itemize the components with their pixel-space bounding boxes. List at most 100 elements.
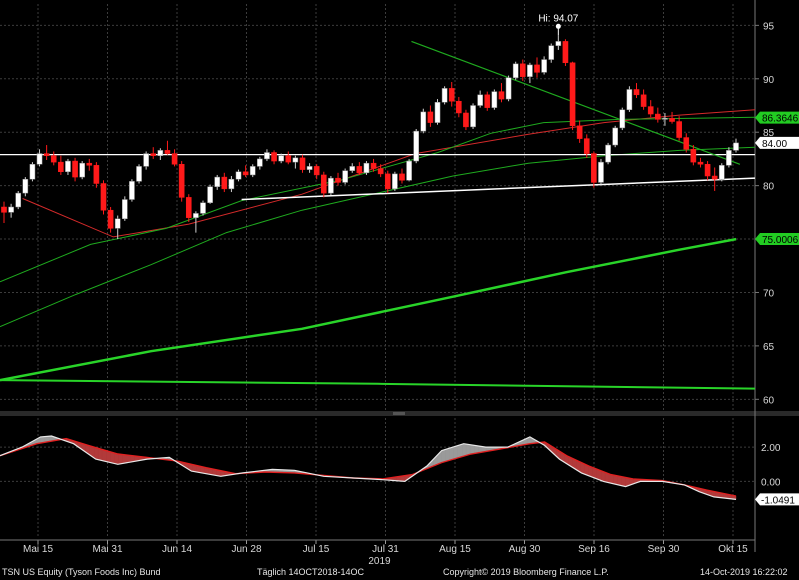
price-tick-label: 90 (763, 75, 775, 86)
price-tick-label: 80 (763, 182, 775, 193)
candle-down (399, 173, 405, 181)
candle-down (448, 88, 455, 102)
macd-panel (0, 435, 737, 500)
candle-up (129, 181, 135, 200)
candle-down (647, 106, 654, 115)
macd-histogram-fill (118, 453, 123, 465)
candle-up (470, 105, 476, 128)
candle-down (669, 118, 675, 122)
candle-down (456, 100, 462, 114)
price-value-tag-label: 86.3646 (762, 114, 799, 125)
candle-up (619, 109, 626, 129)
price-value-tag-label: 75.0006 (762, 235, 799, 246)
candle-up (264, 152, 270, 160)
candle-up (214, 176, 221, 187)
price-value-tag (755, 111, 799, 124)
candle-down (562, 41, 569, 64)
candle-down (171, 153, 178, 165)
candle-down (299, 157, 306, 170)
date-tick-label: Okt 15 (718, 544, 748, 555)
candle-up (114, 218, 121, 229)
date-tick-label: Sep 16 (578, 544, 610, 555)
candle-up (22, 178, 29, 194)
candle-up (79, 162, 85, 178)
candle-up (541, 59, 547, 73)
candle-up (257, 158, 263, 167)
candle-up (8, 206, 14, 213)
candle-up (477, 94, 483, 106)
candle-down (1, 206, 7, 213)
candle-down (58, 161, 64, 172)
candle-down (640, 94, 647, 107)
macd-histogram-fill (445, 447, 450, 462)
hi-marker-dot (555, 23, 561, 29)
date-tick-label: Aug 15 (439, 544, 471, 555)
candle-down (107, 209, 114, 229)
candle-down (498, 91, 505, 100)
candle-up (122, 199, 128, 220)
candle-up (15, 192, 22, 208)
macd-histogram-fill (441, 449, 446, 463)
candle-down (72, 160, 78, 178)
candle-down (683, 137, 690, 150)
price-panel (0, 23, 756, 390)
candle-up (505, 77, 512, 100)
candle-down (185, 197, 192, 218)
footer-timestamp: 14-Oct-2019 16:22:02 (700, 567, 788, 577)
macd-signal-line (0, 437, 737, 497)
candle-down (356, 166, 363, 174)
candle-down (335, 177, 341, 183)
macd-histogram-fill (122, 454, 127, 464)
macd-histogram-fill (102, 449, 107, 462)
candle-up (228, 178, 235, 190)
candle-up (36, 153, 43, 165)
date-tick-label: Jul 31 (372, 544, 399, 555)
candle-down (86, 162, 93, 166)
candle-up (349, 166, 356, 171)
candle-up (662, 118, 668, 120)
candle-down (242, 171, 249, 176)
candle-down (43, 153, 50, 156)
candle-up (441, 88, 448, 103)
price-tick-label: 95 (763, 21, 775, 32)
candle-down (320, 174, 327, 194)
candle-up (136, 166, 142, 182)
candle-down (463, 112, 469, 128)
candle-up (235, 171, 242, 180)
candle-down (704, 164, 711, 177)
price-tick-label: 65 (763, 342, 775, 353)
candle-up (278, 155, 284, 162)
date-tick-label: Jul 15 (303, 544, 330, 555)
candle-up (548, 45, 555, 60)
candle-up (29, 164, 36, 180)
hi-label: Hi: 94.07 (538, 13, 578, 24)
candle-up (605, 144, 611, 163)
candle-down (569, 62, 576, 127)
candle-up (363, 162, 370, 174)
candle-down (150, 153, 157, 156)
candle-up (512, 63, 519, 78)
candle-down (676, 121, 682, 138)
macd-tick-label: 2.00 (761, 443, 781, 454)
candle-up (306, 166, 313, 170)
date-tick-label: Sep 30 (648, 544, 680, 555)
candle-down (384, 173, 391, 190)
macd-histogram-fill (97, 448, 103, 461)
candle-down (164, 150, 171, 154)
candle-down (50, 155, 57, 163)
ma-green-4 (0, 379, 756, 390)
candle-up (413, 130, 420, 162)
grid (0, 0, 799, 552)
candle-up (249, 166, 256, 176)
candle-up (406, 160, 412, 181)
candle-down (576, 125, 583, 139)
candle-up (491, 91, 498, 108)
price-value-tag-label: 84.00 (762, 139, 787, 150)
candle-up (718, 165, 725, 180)
footer-security: TSN US Equity (Tyson Foods Inc) Bund (2, 567, 161, 577)
date-tick-label: Jun 14 (162, 544, 192, 555)
candle-down (519, 63, 526, 77)
footer-bar: TSN US Equity (Tyson Foods Inc) Bund Täg… (0, 566, 799, 580)
candle-up (527, 64, 533, 77)
